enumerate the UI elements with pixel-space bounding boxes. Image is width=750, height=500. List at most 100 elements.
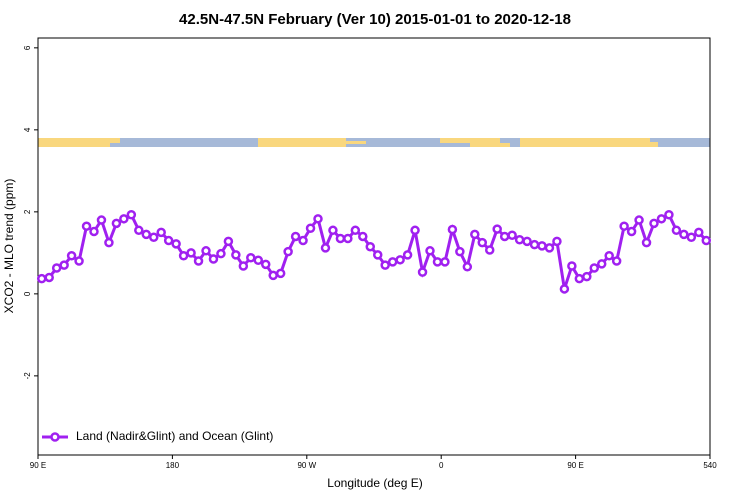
legend-marker bbox=[50, 432, 60, 442]
data-point bbox=[641, 237, 652, 248]
data-point bbox=[671, 225, 682, 236]
data-point bbox=[298, 235, 308, 246]
data-point bbox=[649, 218, 659, 229]
data-point bbox=[701, 235, 712, 246]
data-point bbox=[74, 256, 84, 266]
x-tick-label: 0 bbox=[439, 461, 444, 470]
data-point bbox=[425, 246, 435, 256]
data-point bbox=[104, 237, 114, 248]
data-point bbox=[178, 250, 189, 261]
data-point bbox=[328, 225, 338, 236]
data-point bbox=[290, 231, 301, 242]
data-point bbox=[171, 239, 181, 249]
y-axis-label: XCO2 - MLO trend (ppm) bbox=[2, 179, 16, 314]
data-point bbox=[492, 224, 502, 234]
data-point bbox=[574, 273, 585, 284]
data-point bbox=[305, 223, 316, 234]
data-point bbox=[372, 250, 383, 260]
data-point bbox=[440, 257, 450, 267]
data-point bbox=[507, 230, 517, 240]
data-point bbox=[246, 253, 256, 263]
data-point bbox=[365, 241, 376, 252]
data-point bbox=[447, 224, 458, 235]
data-point bbox=[514, 234, 525, 245]
data-point bbox=[36, 273, 47, 284]
data-point bbox=[462, 262, 473, 272]
data-point bbox=[395, 255, 405, 265]
data-point bbox=[66, 250, 77, 261]
data-point bbox=[223, 236, 234, 247]
data-point bbox=[402, 250, 413, 260]
data-point bbox=[417, 267, 428, 277]
data-point bbox=[268, 270, 278, 281]
x-tick-label: 90 E bbox=[30, 461, 46, 470]
data-point bbox=[163, 235, 174, 246]
data-point bbox=[522, 236, 532, 247]
data-point bbox=[59, 260, 69, 270]
data-point bbox=[313, 214, 323, 224]
data-point bbox=[186, 248, 196, 258]
data-point bbox=[604, 250, 614, 261]
data-point bbox=[582, 271, 592, 282]
data-point bbox=[141, 229, 152, 240]
x-tick-label: 90 W bbox=[297, 461, 316, 470]
data-point bbox=[320, 243, 331, 253]
data-point bbox=[126, 209, 137, 220]
data-point bbox=[387, 257, 398, 267]
x-axis-label: Longitude (deg E) bbox=[327, 476, 422, 490]
land-ocean-strip bbox=[38, 138, 710, 147]
y-tick-label: 4 bbox=[23, 127, 32, 132]
data-point bbox=[537, 241, 547, 251]
y-tick-label: 2 bbox=[23, 209, 32, 214]
data-point bbox=[619, 221, 629, 231]
data-point bbox=[89, 226, 99, 237]
data-point bbox=[410, 225, 420, 236]
data-point bbox=[529, 239, 540, 250]
y-tick-label: 0 bbox=[23, 291, 32, 296]
data-point bbox=[81, 221, 92, 231]
data-point bbox=[343, 233, 353, 244]
data-point bbox=[335, 233, 346, 244]
data-point bbox=[134, 225, 144, 236]
data-point bbox=[559, 284, 570, 294]
data-point bbox=[253, 255, 264, 265]
data-point bbox=[231, 250, 241, 260]
data-point bbox=[634, 215, 644, 225]
data-point bbox=[596, 259, 607, 269]
chart-title: 42.5N-47.5N February (Ver 10) 2015-01-01… bbox=[179, 11, 571, 28]
x-tick-label: 90 E bbox=[567, 461, 583, 470]
data-point bbox=[96, 215, 107, 225]
y-tick-label: 6 bbox=[23, 45, 32, 50]
data-point bbox=[544, 243, 555, 253]
data-point bbox=[611, 256, 622, 266]
data-point bbox=[567, 261, 577, 271]
data-point bbox=[238, 261, 249, 271]
data-point bbox=[656, 214, 667, 224]
data-point bbox=[432, 257, 443, 267]
data-point bbox=[477, 237, 488, 248]
data-point bbox=[119, 214, 129, 224]
data-point bbox=[358, 231, 368, 242]
data-point bbox=[208, 254, 219, 264]
data-point bbox=[455, 246, 465, 257]
data-point bbox=[216, 248, 226, 259]
data-point bbox=[51, 263, 62, 273]
data-point bbox=[201, 246, 211, 256]
data-point bbox=[44, 272, 54, 283]
data-point bbox=[552, 236, 562, 247]
data-point bbox=[589, 263, 600, 273]
data-point bbox=[380, 260, 390, 270]
plot-frame bbox=[37, 37, 711, 456]
x-tick-label: 180 bbox=[166, 461, 180, 470]
data-point bbox=[686, 232, 697, 243]
data-point bbox=[260, 259, 271, 270]
data-point bbox=[111, 218, 122, 229]
data-point bbox=[350, 225, 361, 236]
data-point bbox=[499, 231, 510, 242]
x-tick-label: 540 bbox=[703, 461, 717, 470]
data-point bbox=[156, 227, 166, 238]
data-point bbox=[275, 268, 286, 279]
data-point bbox=[694, 227, 704, 238]
data-point bbox=[679, 229, 689, 240]
